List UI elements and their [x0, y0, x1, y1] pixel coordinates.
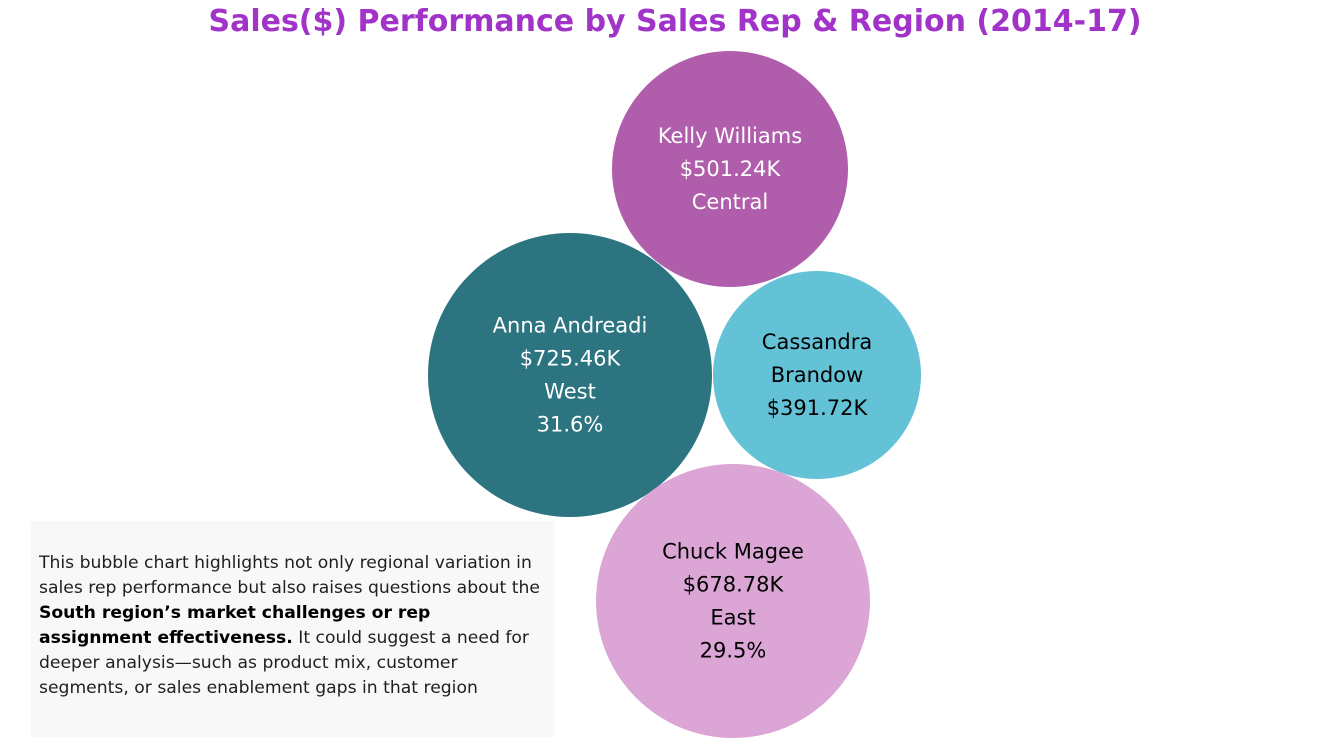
cassandra-brandow-sales-label: $391.72K	[767, 396, 869, 420]
bubble-chuck-magee: Chuck Magee $678.78K East 29.5%	[596, 464, 870, 738]
anna-andreadi-rep-label: Anna Andreadi	[493, 314, 648, 338]
anna-andreadi-region-label: West	[544, 380, 596, 404]
insight-note: This bubble chart highlights not only re…	[31, 521, 554, 737]
kelly-williams-rep-label: Kelly Williams	[658, 124, 802, 148]
note-text-after: It could suggest a need for deeper analy…	[39, 628, 529, 698]
cassandra-brandow-rep-label-2: Brandow	[771, 363, 864, 387]
note-text-before: This bubble chart highlights not only re…	[39, 553, 540, 598]
bubble-circle-kelly-williams	[612, 51, 848, 287]
chuck-magee-sales-label: $678.78K	[683, 573, 785, 597]
chuck-magee-percent-label: 29.5%	[700, 639, 767, 663]
bubble-circle-chuck-magee	[596, 464, 870, 738]
anna-andreadi-sales-label: $725.46K	[520, 347, 622, 371]
note-text-bold: South region’s market challenges or rep …	[39, 603, 431, 648]
chart-title: Sales($) Performance by Sales Rep & Regi…	[208, 4, 1142, 39]
bubble-cassandra-brandow: Cassandra Brandow $391.72K	[713, 271, 921, 479]
cassandra-brandow-rep-label-1: Cassandra	[762, 330, 872, 354]
bubble-kelly-williams: Kelly Williams $501.24K Central	[612, 51, 848, 287]
bubble-anna-andreadi: Anna Andreadi $725.46K West 31.6%	[428, 233, 712, 517]
bubble-circle-anna-andreadi	[428, 233, 712, 517]
bubble-circle-cassandra-brandow	[713, 271, 921, 479]
anna-andreadi-percent-label: 31.6%	[537, 413, 604, 437]
kelly-williams-sales-label: $501.24K	[680, 157, 782, 181]
kelly-williams-region-label: Central	[692, 190, 768, 214]
chuck-magee-region-label: East	[710, 606, 755, 630]
chuck-magee-rep-label: Chuck Magee	[662, 540, 804, 564]
